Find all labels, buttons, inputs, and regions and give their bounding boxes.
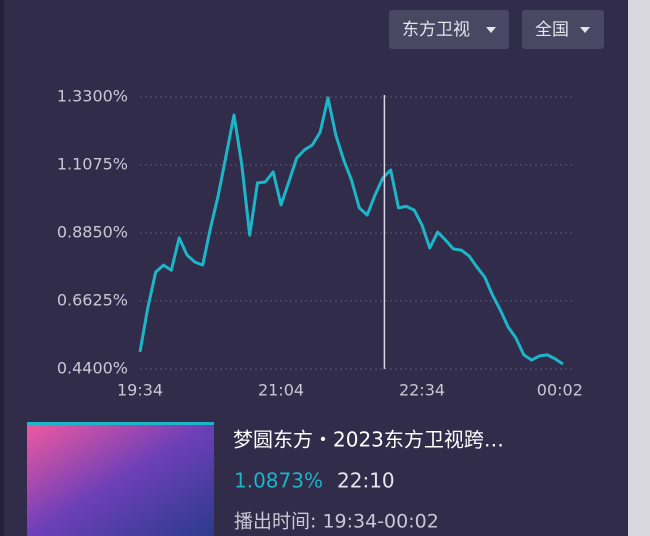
cursor-value: 1.0873% <box>234 469 323 493</box>
x-tick-label: 00:02 <box>537 381 583 400</box>
y-tick-label: 1.1075% <box>57 155 128 174</box>
dropdown-label: 东方卫视 <box>402 20 470 40</box>
data-line <box>138 96 564 366</box>
program-title: 梦圆东方・2023东方卫视跨… <box>233 428 504 452</box>
dropdown-bg <box>522 10 604 49</box>
y-tick-label: 0.6625% <box>57 291 128 310</box>
x-tick-label: 22:34 <box>399 381 445 400</box>
y-tick-label: 0.8850% <box>57 223 128 242</box>
dropdown-caret <box>580 27 590 33</box>
dropdown-bg <box>389 10 509 49</box>
thumbnail <box>27 422 214 536</box>
program-card[interactable]: 梦圆东方・2023东方卫视跨… 1.0873% 22:10 播出时间: 19:3… <box>27 422 504 536</box>
panel-edge <box>0 0 4 536</box>
thumbnail-border <box>27 422 214 425</box>
dropdown-label: 全国 <box>535 20 569 40</box>
y-tick-label: 1.3300% <box>57 87 128 106</box>
y-tick-label: 0.4400% <box>57 359 128 378</box>
channel-dropdown[interactable]: 东方卫视 <box>389 10 509 49</box>
cursor-time: 22:10 <box>337 469 395 493</box>
x-tick-label: 21:04 <box>258 381 304 400</box>
region-dropdown[interactable]: 全国 <box>522 10 604 49</box>
airtime: 播出时间: 19:34-00:02 <box>234 511 439 533</box>
x-tick-label: 19:34 <box>117 381 163 400</box>
dropdown-caret <box>486 27 496 33</box>
